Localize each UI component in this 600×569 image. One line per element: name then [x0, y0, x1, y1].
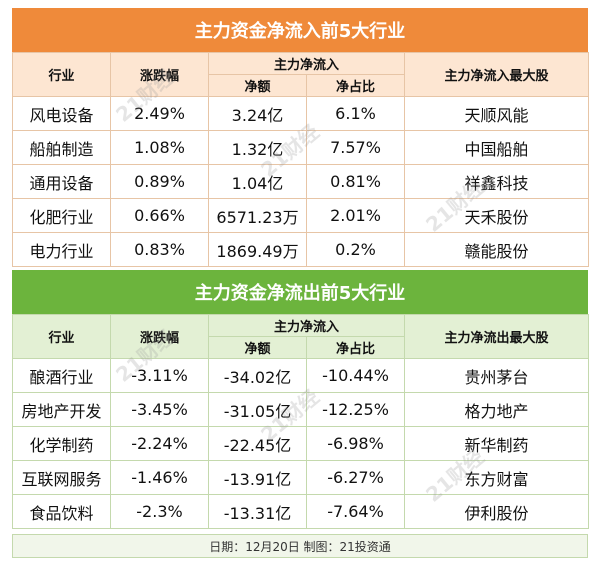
table-row: 通用设备 0.89% 1.04亿 0.81% 祥鑫科技 [12, 164, 590, 199]
top-stock-cell: 中国船舶 [404, 130, 590, 165]
ratio-cell: -7.64% [305, 494, 406, 529]
header-ratio: 净占比 [305, 336, 406, 359]
ratio-cell: -12.25% [305, 392, 406, 427]
ratio-cell: -6.27% [305, 460, 406, 495]
change-cell: 2.49% [110, 96, 209, 131]
header-main-flow: 主力净流入 [207, 52, 406, 75]
amount-cell: 3.24亿 [208, 96, 307, 131]
ratio-cell: 0.81% [305, 164, 406, 199]
amount-cell: 1.32亿 [208, 130, 307, 165]
amount-cell: 1869.49万 [208, 232, 307, 267]
inflow-title: 主力资金净流入前5大行业 [12, 8, 588, 52]
change-cell: -1.46% [110, 460, 209, 495]
ratio-cell: -6.98% [305, 426, 406, 461]
change-cell: -3.45% [110, 392, 209, 427]
ratio-cell: 0.2% [305, 232, 406, 267]
table-row: 船舶制造 1.08% 1.32亿 7.57% 中国船舶 [12, 130, 590, 165]
industry-cell: 电力行业 [12, 232, 111, 267]
industry-cell: 通用设备 [12, 164, 111, 199]
outflow-title: 主力资金净流出前5大行业 [12, 270, 588, 314]
amount-cell: -22.45亿 [208, 426, 307, 461]
change-cell: -2.24% [110, 426, 209, 461]
industry-cell: 风电设备 [12, 96, 111, 131]
header-industry: 行业 [12, 52, 111, 97]
change-cell: 0.83% [110, 232, 209, 267]
change-cell: -2.3% [110, 494, 209, 529]
top-stock-cell: 东方财富 [404, 460, 590, 495]
industry-cell: 船舶制造 [12, 130, 111, 165]
header-industry: 行业 [12, 314, 111, 359]
header-ratio: 净占比 [305, 74, 406, 97]
industry-cell: 化肥行业 [12, 198, 111, 233]
footer-credit: 日期：12月20日 制图：21投资通 [12, 534, 588, 558]
header-amount: 净额 [208, 74, 307, 97]
amount-cell: -34.02亿 [208, 358, 307, 393]
header-main-flow: 主力净流入 [207, 314, 406, 337]
inflow-table: 行业 涨跌幅 主力净流入 主力净流入最大股 净额 净占比 风电设备 2.49% … [12, 52, 590, 267]
table-row: 互联网服务 -1.46% -13.91亿 -6.27% 东方财富 [12, 460, 590, 495]
amount-cell: -13.31亿 [208, 494, 307, 529]
table-row: 化学制药 -2.24% -22.45亿 -6.98% 新华制药 [12, 426, 590, 461]
header-top-stock: 主力净流出最大股 [404, 314, 590, 359]
top-stock-cell: 伊利股份 [404, 494, 590, 529]
industry-cell: 化学制药 [12, 426, 111, 461]
top-stock-cell: 格力地产 [404, 392, 590, 427]
ratio-cell: 2.01% [305, 198, 406, 233]
amount-cell: -13.91亿 [208, 460, 307, 495]
industry-cell: 食品饮料 [12, 494, 111, 529]
table-row: 酿酒行业 -3.11% -34.02亿 -10.44% 贵州茅台 [12, 358, 590, 393]
industry-cell: 房地产开发 [12, 392, 111, 427]
amount-cell: -31.05亿 [208, 392, 307, 427]
top-stock-cell: 新华制药 [404, 426, 590, 461]
table-row: 化肥行业 0.66% 6571.23万 2.01% 天禾股份 [12, 198, 590, 233]
ratio-cell: 6.1% [305, 96, 406, 131]
top-stock-cell: 祥鑫科技 [404, 164, 590, 199]
header-top-stock: 主力净流入最大股 [404, 52, 590, 97]
outflow-table: 行业 涨跌幅 主力净流入 主力净流出最大股 净额 净占比 酿酒行业 -3.11%… [12, 314, 590, 529]
change-cell: 0.66% [110, 198, 209, 233]
top-stock-cell: 贵州茅台 [404, 358, 590, 393]
top-stock-cell: 赣能股份 [404, 232, 590, 267]
header-change: 涨跌幅 [110, 314, 209, 359]
table-row: 风电设备 2.49% 3.24亿 6.1% 天顺风能 [12, 96, 590, 131]
table-row: 食品饮料 -2.3% -13.31亿 -7.64% 伊利股份 [12, 494, 590, 529]
change-cell: -3.11% [110, 358, 209, 393]
industry-cell: 酿酒行业 [12, 358, 111, 393]
ratio-cell: -10.44% [305, 358, 406, 393]
ratio-cell: 7.57% [305, 130, 406, 165]
amount-cell: 6571.23万 [208, 198, 307, 233]
amount-cell: 1.04亿 [208, 164, 307, 199]
change-cell: 0.89% [110, 164, 209, 199]
table-row: 电力行业 0.83% 1869.49万 0.2% 赣能股份 [12, 232, 590, 267]
header-amount: 净额 [208, 336, 307, 359]
industry-cell: 互联网服务 [12, 460, 111, 495]
change-cell: 1.08% [110, 130, 209, 165]
top-stock-cell: 天禾股份 [404, 198, 590, 233]
header-change: 涨跌幅 [110, 52, 209, 97]
table-row: 房地产开发 -3.45% -31.05亿 -12.25% 格力地产 [12, 392, 590, 427]
top-stock-cell: 天顺风能 [404, 96, 590, 131]
